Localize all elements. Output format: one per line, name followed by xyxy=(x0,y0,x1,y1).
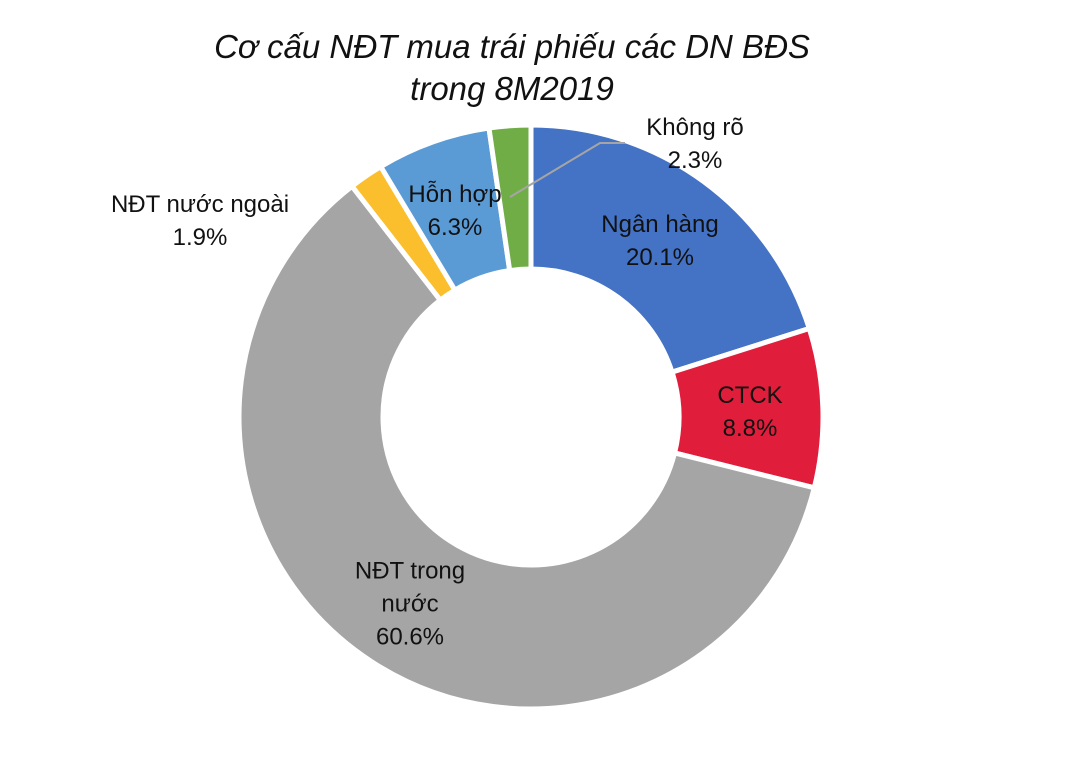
slice-label: Hỗn hợp 6.3% xyxy=(355,178,555,244)
slice-label: NĐT nước ngoài 1.9% xyxy=(50,188,350,254)
value-label: 6.3% xyxy=(427,214,483,241)
chart-title: Cơ cấu NĐT mua trái phiếu các DN BĐS tro… xyxy=(214,28,810,107)
value-label: 1.9% xyxy=(172,224,228,251)
category-label: Không rõ xyxy=(646,114,744,141)
value-label: 60.6% xyxy=(375,623,445,651)
slice-label: Không rõ 2.3% xyxy=(595,111,795,177)
slice xyxy=(486,122,534,274)
slice-label: NĐT trong nước 60.6% xyxy=(345,555,475,654)
category-label: CTCK xyxy=(717,382,783,409)
slice xyxy=(236,182,818,712)
value-label: 8.8% xyxy=(722,415,778,442)
slice-label: CTCK 8.8% xyxy=(650,379,850,445)
slices xyxy=(236,122,826,712)
slice-label: Ngân hàng 20.1% xyxy=(560,208,760,274)
value-label: 20.1% xyxy=(625,244,695,271)
category-label: NĐT nước ngoài xyxy=(110,191,290,218)
category-label: NĐT trong nước xyxy=(354,557,466,618)
leader-line xyxy=(509,142,625,198)
slice xyxy=(528,122,813,376)
value-label: 2.3% xyxy=(667,147,723,174)
category-label: Ngân hàng xyxy=(601,211,719,238)
category-label: Hỗn hợp xyxy=(408,181,502,208)
